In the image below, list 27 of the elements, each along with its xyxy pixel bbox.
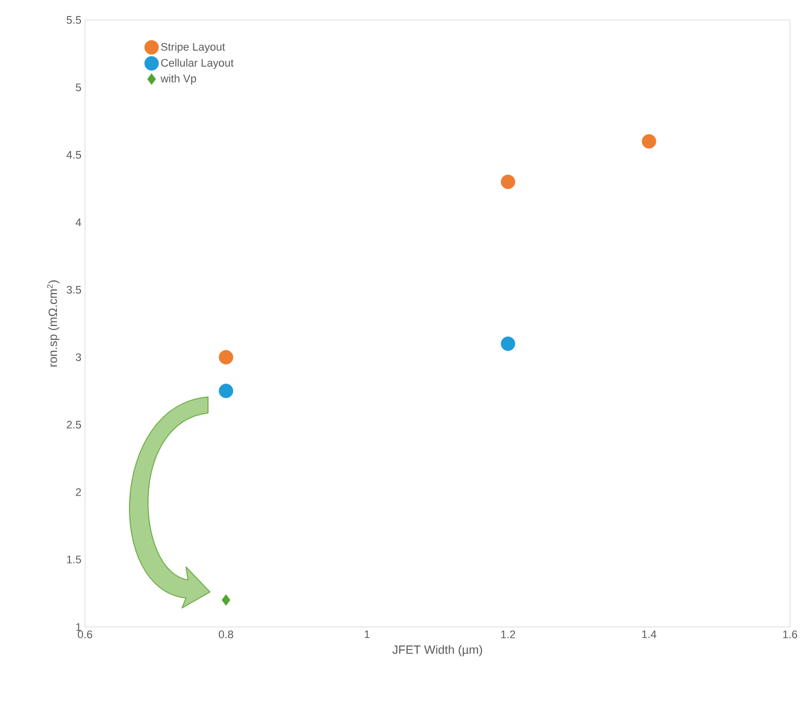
point	[218, 384, 234, 398]
x-tick-label: 0.8	[218, 630, 234, 638]
x-tick-label: 1.4	[642, 630, 656, 638]
y-axis-title: ron.sp (mΩ.cm$^{2}$)	[47, 280, 60, 366]
y-tick-label: 2	[76, 488, 81, 496]
y-tick-label: 1.5	[67, 556, 82, 564]
y-tick-label: 2.5	[66, 420, 82, 429]
point	[500, 174, 516, 190]
legend-label: Stripe Layout	[161, 42, 226, 53]
point	[222, 594, 230, 606]
x-tick-label: 1.6	[783, 630, 798, 638]
y-tick-label: 1	[76, 623, 81, 631]
x-tick-label: 0.6	[78, 630, 92, 638]
y-tick-label: 4	[76, 218, 82, 226]
legend-label: Cellular Layout	[161, 58, 234, 69]
point	[218, 350, 234, 364]
x-tick-label: 1.2	[501, 630, 516, 638]
x-axis-title: JFET Width (µm)	[392, 645, 482, 656]
y-tick-label: 3.5	[66, 286, 82, 294]
point	[500, 336, 516, 351]
legend-label: with Vp	[160, 74, 196, 85]
y-tick-label: 3	[76, 353, 81, 362]
x-tick-label: 1	[364, 630, 370, 638]
y-tick-label: 5.5	[66, 16, 82, 24]
point	[642, 134, 656, 149]
y-tick-label: 5	[76, 84, 82, 92]
y-tick-label: 4.5	[66, 151, 82, 159]
